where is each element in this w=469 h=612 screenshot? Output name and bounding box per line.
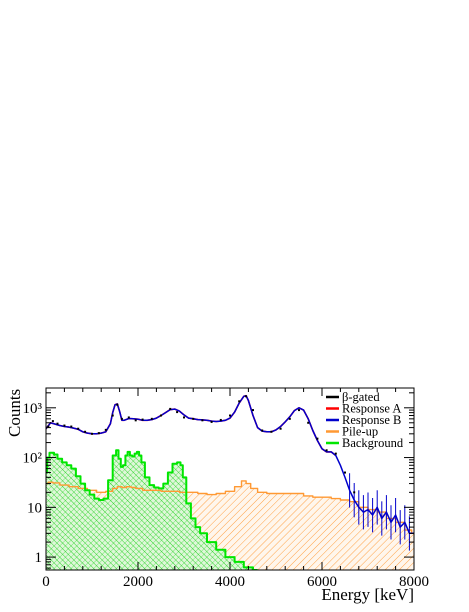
data-point [229,414,231,417]
data-point [334,452,337,455]
x-tick-label: 8000 [399,574,429,590]
data-point [111,414,114,417]
data-point [252,409,254,412]
data-point [97,432,100,435]
data-point [245,395,248,398]
data-point [238,400,241,403]
data-point [77,427,80,430]
x-tick-label: 2000 [123,574,153,590]
data-point [210,420,213,423]
data-point [150,417,153,420]
axes: 0 2000 4000 6000 8000 1 10 10² 10³ [23,387,429,590]
data-point [261,429,264,432]
data-point [288,417,291,420]
data-point [91,432,93,435]
data-point [325,449,328,452]
legend-label: Response A [342,402,401,416]
legend-label: Response B [342,413,401,427]
data-point [116,403,119,406]
data-point [344,471,346,474]
legend-label: β-gated [342,390,380,404]
data-point [51,420,54,423]
data-point [298,409,300,412]
y-tick-label: 10³ [23,401,43,417]
data-point [307,421,310,424]
x-tick-label: 0 [42,574,50,590]
data-point [141,418,144,421]
data-point [160,414,162,417]
legend-label: Pile-up [342,425,378,439]
data-point [127,416,130,419]
plot-area [46,394,414,570]
data-point [134,419,137,422]
data-point [63,424,66,427]
data-point [316,437,319,440]
legend-label: Background [342,436,404,450]
response-a-line [46,394,337,457]
data-point [219,418,222,421]
data-point [120,417,123,420]
data-point [176,411,179,414]
data-point [56,422,59,425]
data-point [279,427,282,430]
x-tick-label: 4000 [215,574,245,590]
background-fill [46,450,258,570]
data-point [183,416,185,419]
data-point [353,491,356,494]
data-point [84,430,87,433]
y-tick-label: 10 [27,500,42,516]
data-point [192,417,195,420]
data-point [201,419,204,422]
data-point [47,425,50,428]
y-tick-label: 10² [23,451,43,467]
data-point [169,407,172,410]
x-tick-label: 6000 [307,574,337,590]
data-point [104,428,107,431]
background-line [46,449,258,570]
y-axis-label: Counts [5,389,24,437]
data-point [70,425,73,428]
x-axis-label: Energy [keV] [321,585,414,604]
data-point [270,430,273,433]
y-tick-label: 1 [35,550,43,566]
